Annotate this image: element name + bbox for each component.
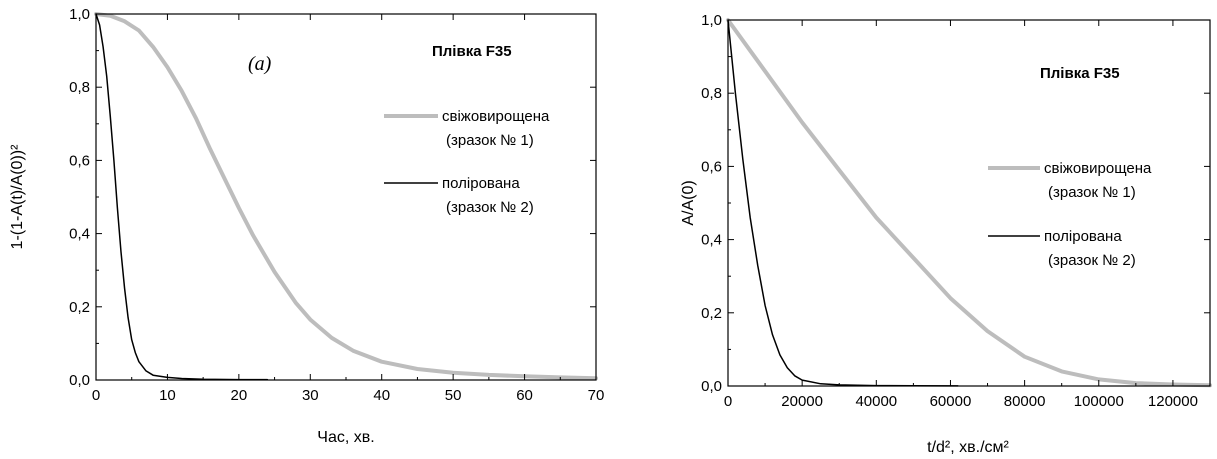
- chart-right-plot-frame: [727, 19, 1211, 387]
- chart-left: 0 10 20 30 40 50 60 70 0,0 0,2 0,4 0,6 0,8 1,0 Плівка…: [9, 6, 604, 446]
- chart-left-y-tick-label: 0,8: [69, 79, 90, 96]
- chart-right-y-tick-label: 1,0: [701, 12, 722, 29]
- chart-right-y-tick-label: 0,6: [701, 158, 722, 175]
- chart-left-y-tick-label: 0,6: [69, 152, 90, 169]
- chart-right-series-line-fresh: [726, 18, 1212, 388]
- chart-right-y-tick-label: 0,8: [701, 85, 722, 102]
- chart-left-x-tick-label: 50: [445, 387, 462, 404]
- chart-right-x-tick-label: 40000: [855, 393, 897, 410]
- chart-right-series-line-polished: [727, 19, 959, 387]
- chart-left-series-line-fresh: [94, 12, 598, 381]
- legend-sublabel-fresh: (зразок № 1): [446, 132, 534, 149]
- chart-left-title: Плівка F35: [432, 43, 512, 60]
- legend-label-polished-right: полірована: [1044, 228, 1122, 245]
- legend-sublabel-fresh-right: (зразок № 1): [1048, 184, 1136, 201]
- chart-right-x-axis-label: t/d², хв./см²: [927, 439, 1009, 456]
- chart-right: 0 20000 40000 60000 80000 100000 120000 0,0 0,2 0…: [680, 12, 1212, 456]
- legend-sublabel-polished-right: (зразок № 2): [1048, 252, 1136, 269]
- chart-left-x-axis-label: Час, хв.: [317, 429, 374, 446]
- chart-left-x-tick-label: 40: [373, 387, 390, 404]
- chart-left-legend: свіжовирощена (зразок № 1) полірована (з…: [384, 108, 550, 216]
- chart-left-x-tick-label: 30: [302, 387, 319, 404]
- chart-left-y-tick-label: 0,2: [69, 299, 90, 316]
- legend-sublabel-polished: (зразок № 2): [446, 199, 534, 216]
- chart-left-x-tick-label: 60: [516, 387, 533, 404]
- chart-right-y-tick-label: 0,2: [701, 305, 722, 322]
- chart-left-y-axis-label: 1-(1-A(t)/A(0))²: [9, 144, 26, 250]
- chart-right-x-tick-label: 60000: [930, 393, 972, 410]
- chart-right-legend: свіжовирощена (зразок № 1) полірована (з…: [988, 160, 1152, 269]
- chart-left-y-tick-label: 0,0: [69, 372, 90, 389]
- chart-right-x-tick-label: 120000: [1148, 393, 1198, 410]
- chart-right-x-tick-label: 0: [724, 393, 732, 410]
- chart-left-series-line-polished: [95, 13, 269, 381]
- chart-right-ticks: 0 20000 40000 60000 80000 100000 120000 0,0 0,2 0…: [701, 12, 1210, 410]
- chart-right-y-tick-label: 0,4: [701, 232, 722, 249]
- chart-right-series: [726, 18, 1212, 388]
- chart-left-x-tick-label: 20: [231, 387, 248, 404]
- chart-left-x-tick-label: 0: [92, 387, 100, 404]
- chart-right-x-tick-label: 20000: [781, 393, 823, 410]
- chart-left-series: [94, 12, 598, 381]
- chart-right-y-axis-label: A/A(0): [680, 180, 697, 225]
- chart-left-x-tick-label: 10: [159, 387, 176, 404]
- chart-right-title: Плівка F35: [1040, 65, 1120, 82]
- chart-left-ticks: 0 10 20 30 40 50 60 70 0,0 0,2 0,4 0,6 0,8 1,0: [69, 6, 604, 404]
- chart-right-x-tick-label: 80000: [1004, 393, 1046, 410]
- chart-left-y-tick-label: 0,4: [69, 226, 90, 243]
- chart-left-plot-frame: [95, 13, 597, 381]
- legend-label-polished: полірована: [442, 175, 520, 192]
- chart-left-panel-label: (a): [248, 53, 272, 75]
- chart-left-y-tick-label: 1,0: [69, 6, 90, 23]
- legend-label-fresh: свіжовирощена: [442, 108, 550, 125]
- chart-left-x-tick-label: 70: [588, 387, 605, 404]
- chart-right-y-tick-label: 0,0: [701, 378, 722, 395]
- chart-right-x-tick-label: 100000: [1074, 393, 1124, 410]
- legend-label-fresh-right: свіжовирощена: [1044, 160, 1152, 177]
